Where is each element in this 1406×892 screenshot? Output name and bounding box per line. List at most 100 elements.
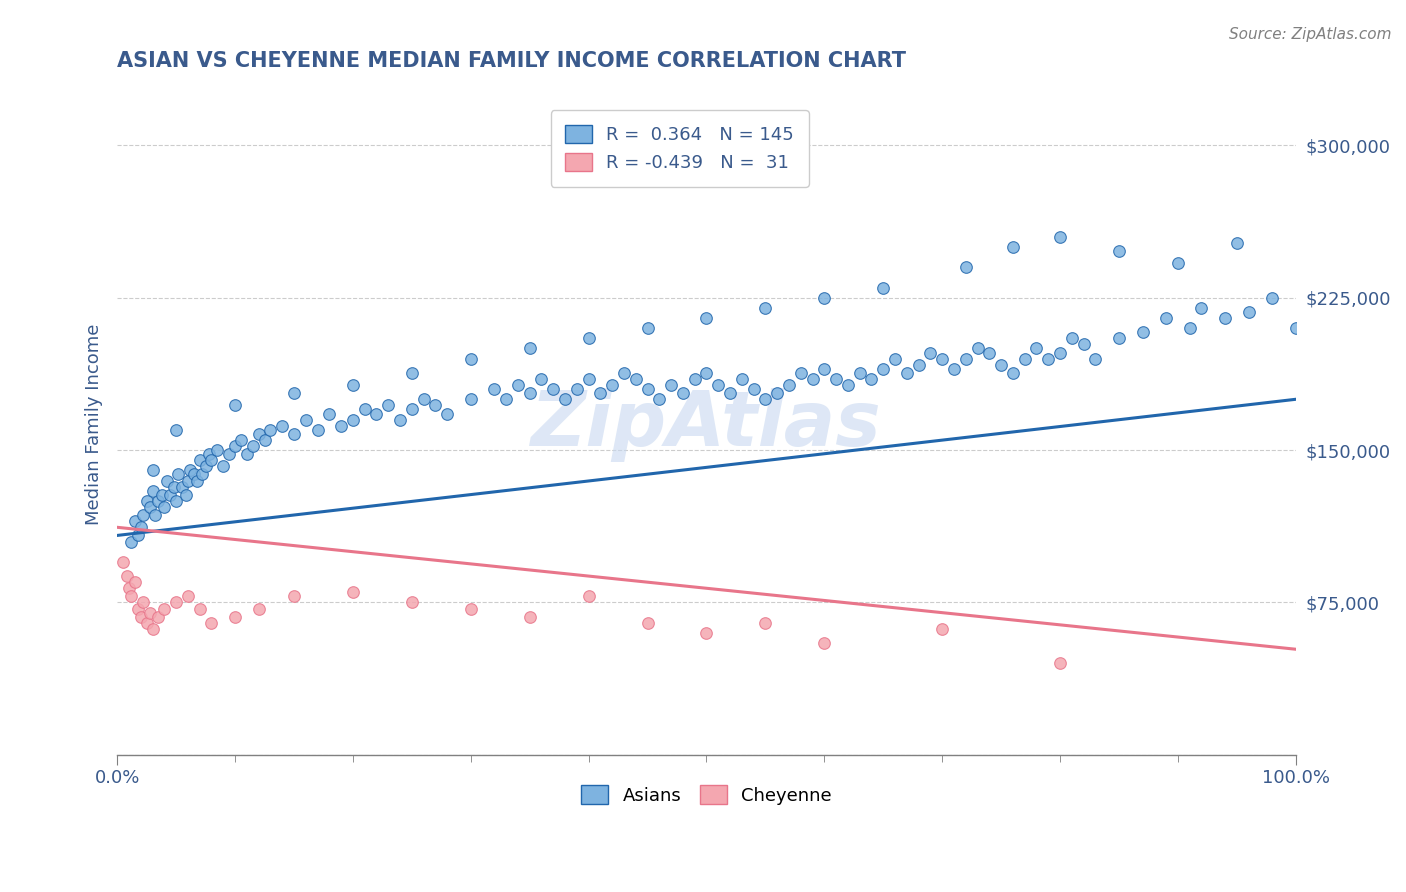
Point: [124, 575, 146, 590]
Point: [120, 534, 142, 549]
Point: [318, 407, 340, 421]
Point: [141, 622, 163, 636]
Point: [224, 439, 246, 453]
Point: [624, 372, 647, 386]
Point: [1084, 351, 1107, 366]
Point: [813, 291, 835, 305]
Point: [1049, 345, 1071, 359]
Point: [159, 488, 181, 502]
Point: [127, 528, 149, 542]
Text: ASIAN VS CHEYENNE MEDIAN FAMILY INCOME CORRELATION CHART: ASIAN VS CHEYENNE MEDIAN FAMILY INCOME C…: [117, 51, 907, 70]
Point: [129, 609, 152, 624]
Point: [283, 590, 305, 604]
Point: [401, 595, 423, 609]
Point: [124, 514, 146, 528]
Point: [412, 392, 434, 407]
Point: [283, 426, 305, 441]
Point: [1213, 310, 1236, 325]
Point: [931, 351, 953, 366]
Point: [141, 483, 163, 498]
Point: [212, 459, 235, 474]
Point: [1060, 331, 1083, 345]
Point: [366, 407, 388, 421]
Point: [165, 423, 187, 437]
Point: [460, 601, 482, 615]
Point: [198, 447, 221, 461]
Point: [247, 601, 270, 615]
Point: [519, 609, 541, 624]
Point: [578, 331, 600, 345]
Point: [163, 480, 186, 494]
Point: [754, 615, 776, 630]
Point: [907, 358, 929, 372]
Point: [224, 398, 246, 412]
Point: [1261, 291, 1284, 305]
Point: [148, 494, 170, 508]
Point: [183, 467, 205, 482]
Point: [648, 392, 671, 407]
Point: [896, 366, 918, 380]
Point: [1049, 229, 1071, 244]
Point: [637, 382, 659, 396]
Point: [141, 463, 163, 477]
Point: [115, 569, 138, 583]
Point: [637, 615, 659, 630]
Point: [1108, 244, 1130, 258]
Point: [707, 378, 730, 392]
Point: [253, 433, 276, 447]
Point: [484, 382, 506, 396]
Point: [165, 595, 187, 609]
Point: [578, 590, 600, 604]
Point: [955, 260, 977, 275]
Point: [150, 488, 173, 502]
Point: [672, 386, 695, 401]
Point: [578, 372, 600, 386]
Text: ZipAtlas: ZipAtlas: [531, 388, 882, 462]
Point: [139, 606, 162, 620]
Point: [188, 601, 211, 615]
Point: [191, 467, 214, 482]
Point: [167, 467, 190, 482]
Point: [519, 386, 541, 401]
Point: [127, 601, 149, 615]
Point: [194, 459, 217, 474]
Point: [543, 382, 565, 396]
Point: [613, 366, 636, 380]
Point: [519, 342, 541, 356]
Point: [271, 418, 294, 433]
Point: [389, 412, 412, 426]
Point: [247, 426, 270, 441]
Point: [683, 372, 706, 386]
Point: [872, 280, 894, 294]
Point: [139, 500, 162, 514]
Point: [330, 418, 353, 433]
Point: [188, 453, 211, 467]
Point: [353, 402, 375, 417]
Point: [920, 345, 942, 359]
Point: [778, 378, 800, 392]
Point: [259, 423, 281, 437]
Point: [170, 480, 193, 494]
Point: [790, 366, 813, 380]
Legend: Asians, Cheyenne: Asians, Cheyenne: [574, 778, 839, 812]
Point: [165, 494, 187, 508]
Point: [695, 366, 717, 380]
Point: [742, 382, 765, 396]
Point: [425, 398, 447, 412]
Y-axis label: Median Family Income: Median Family Income: [86, 324, 103, 525]
Point: [659, 378, 682, 392]
Point: [1049, 657, 1071, 671]
Point: [143, 508, 166, 522]
Point: [1226, 235, 1249, 250]
Point: [860, 372, 883, 386]
Point: [1237, 305, 1260, 319]
Point: [342, 412, 364, 426]
Point: [436, 407, 458, 421]
Point: [460, 392, 482, 407]
Point: [307, 423, 329, 437]
Point: [1025, 342, 1047, 356]
Point: [401, 366, 423, 380]
Point: [1154, 310, 1177, 325]
Point: [1178, 321, 1201, 335]
Point: [1038, 351, 1060, 366]
